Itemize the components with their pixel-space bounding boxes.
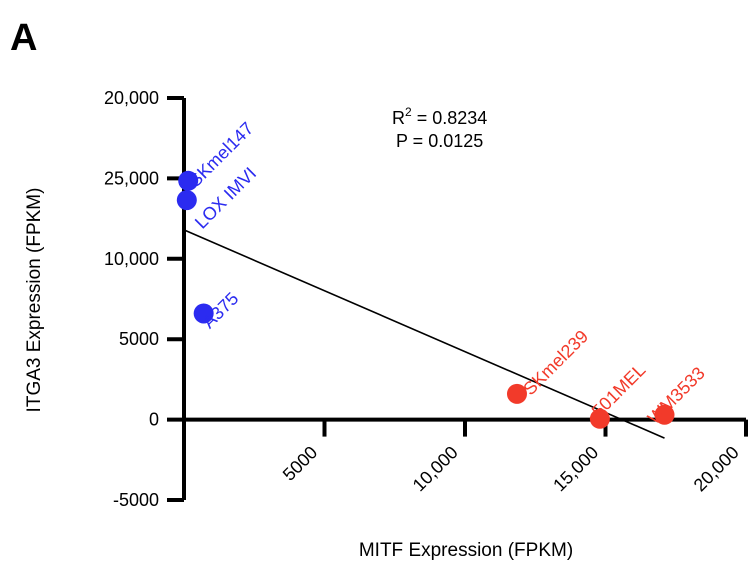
r-squared-prefix: R: [392, 108, 405, 128]
data-point: [589, 408, 610, 429]
data-point: [193, 303, 214, 324]
point-label: 501MEL: [588, 360, 650, 422]
x-tick-label: 20,000: [690, 442, 743, 495]
r-squared-annotation: R2 = 0.8234: [392, 105, 487, 128]
y-tick-label: 20,000: [104, 88, 159, 108]
y-tick-label: 25,000: [104, 168, 159, 188]
y-tick-label: -5000: [113, 490, 159, 510]
y-tick-label: 10,000: [104, 249, 159, 269]
y-tick-label: 0: [149, 410, 159, 430]
y-tick-labels: 20,000 25,000 10,000 5000 0 -5000: [104, 88, 159, 510]
data-points: [176, 170, 675, 429]
x-tick-label: 5000: [279, 442, 321, 484]
r-squared-superscript: 2: [405, 105, 412, 119]
data-point: [176, 190, 197, 211]
regression-line-group: [183, 229, 665, 439]
data-point: [506, 383, 527, 404]
axes: [167, 96, 748, 502]
r-squared-value: = 0.8234: [412, 108, 488, 128]
panel-label: A: [10, 17, 37, 59]
x-tick-label: 15,000: [549, 442, 602, 495]
x-tick-labels: 5000 10,000 15,000 20,000: [279, 442, 743, 495]
p-value-annotation: P = 0.0125: [396, 131, 483, 151]
point-label: A375: [198, 288, 242, 332]
point-label: SKmel239: [519, 326, 592, 399]
regression-line: [183, 229, 665, 439]
data-point: [654, 404, 675, 425]
y-tick-label: 5000: [119, 329, 159, 349]
y-axis-label: ITGA3 Expression (FPKM): [24, 188, 45, 413]
x-axis-label: MITF Expression (FPKM): [359, 540, 573, 561]
x-tick-label: 10,000: [409, 442, 462, 495]
data-point: [178, 170, 199, 191]
